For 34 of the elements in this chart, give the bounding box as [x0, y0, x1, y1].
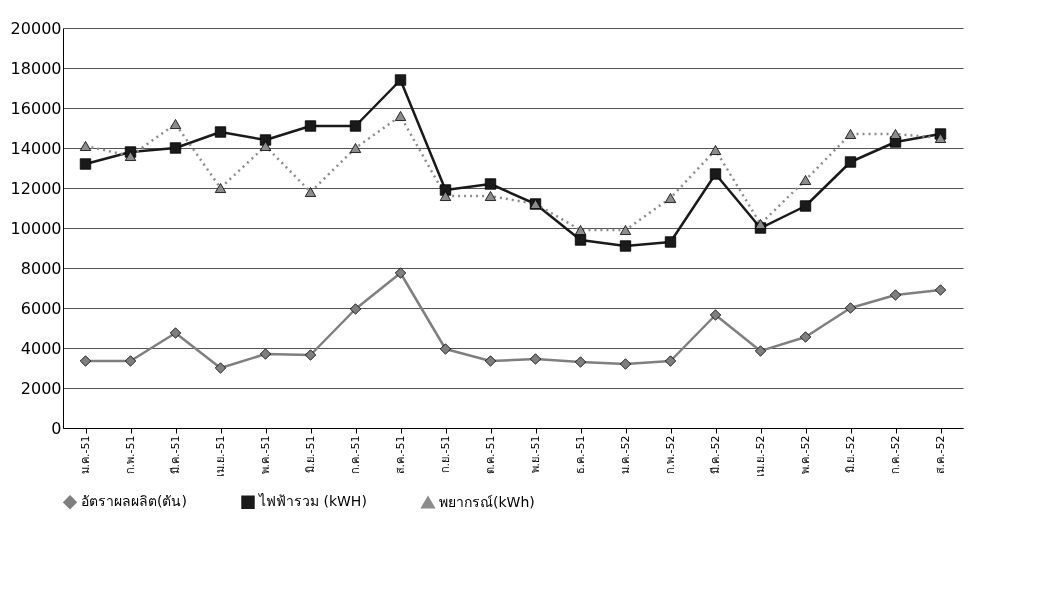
x-tick-label: ก.ค.-52 — [889, 435, 902, 475]
x-tick-label: ก.พ.-52 — [664, 435, 677, 475]
x-tick-label: มิ.ย.-52 — [844, 435, 857, 474]
x-tick-label: ส.ค.-51 — [394, 435, 407, 475]
x-tick-label: ก.ย.-51 — [439, 435, 452, 474]
x-tick-label: ต.ค.-51 — [484, 435, 497, 475]
y-tick-label: 18000 — [10, 58, 62, 78]
x-tick-label: พ.ค.-52 — [799, 435, 812, 475]
y-tick-label: 0 — [51, 418, 62, 438]
x-tick-label: เม.ย.-52 — [754, 435, 767, 478]
x-tick-label: พ.ย.-51 — [529, 435, 542, 474]
x-tick-label: พ.ค.-51 — [259, 435, 272, 475]
x-tick-label: มี.ค.-52 — [709, 435, 722, 475]
x-tick-label: ก.ค.-51 — [349, 435, 362, 475]
x-tick-label: เม.ย.-51 — [214, 435, 227, 478]
y-tick-label: 12000 — [10, 178, 62, 198]
y-tick-label: 8000 — [20, 258, 62, 278]
x-tick-label: มิ.ย.-51 — [304, 435, 317, 474]
legend-label: พยากรณ์(kWh) — [439, 493, 535, 510]
y-tick-label: 6000 — [20, 298, 62, 318]
x-tick-label: ส.ค.-52 — [934, 435, 947, 475]
x-tick-label: ม.ค.-51 — [79, 435, 92, 475]
legend-label: ไฟฟ้ารวม (kWH) — [258, 493, 367, 510]
y-tick-label: 4000 — [20, 338, 62, 358]
y-tick-label: 14000 — [10, 138, 62, 158]
x-tick-label: ม.ค.-52 — [619, 435, 632, 475]
y-tick-label: 16000 — [10, 98, 62, 118]
x-tick-label: ธ.ค.-51 — [574, 435, 587, 475]
x-tick-label: มี.ค.-51 — [169, 435, 182, 475]
y-tick-label: 20000 — [10, 18, 62, 38]
y-tick-label: 10000 — [10, 218, 62, 238]
y-tick-label: 2000 — [20, 378, 62, 398]
x-tick-label: ก.พ.-51 — [124, 435, 137, 475]
legend-label: อัตราผลผลิต(ตัน) — [81, 493, 187, 510]
